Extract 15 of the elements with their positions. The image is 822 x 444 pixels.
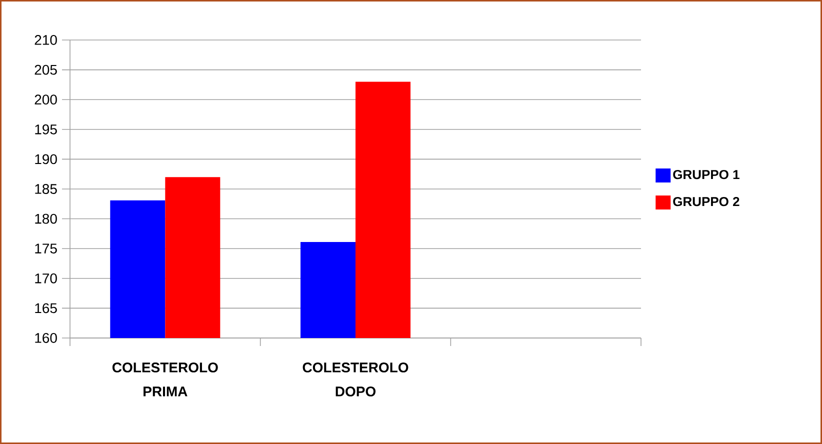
x-tick-label: COLESTEROLO DOPO: [302, 362, 408, 396]
y-tick-label: 205: [34, 64, 57, 75]
y-tick-label: 175: [35, 244, 57, 254]
y-tick-label: 185: [35, 184, 57, 194]
y-tick-label: 180: [35, 214, 57, 224]
y-tick-label: 160: [35, 333, 57, 343]
y-tick-label: 190: [35, 154, 57, 164]
x-tick-label: COLESTEROLO PRIMA: [112, 362, 218, 396]
y-tick-label: 200: [34, 94, 57, 105]
y-tick-label: 170: [35, 273, 57, 284]
y-tick-label: 210: [34, 35, 57, 45]
y-tick-label: 195: [35, 124, 57, 134]
y-tick-label: 165: [35, 303, 57, 314]
legend-label: GRUPPO 1: [673, 170, 740, 180]
legend-label: GRUPPO 2: [673, 196, 740, 206]
